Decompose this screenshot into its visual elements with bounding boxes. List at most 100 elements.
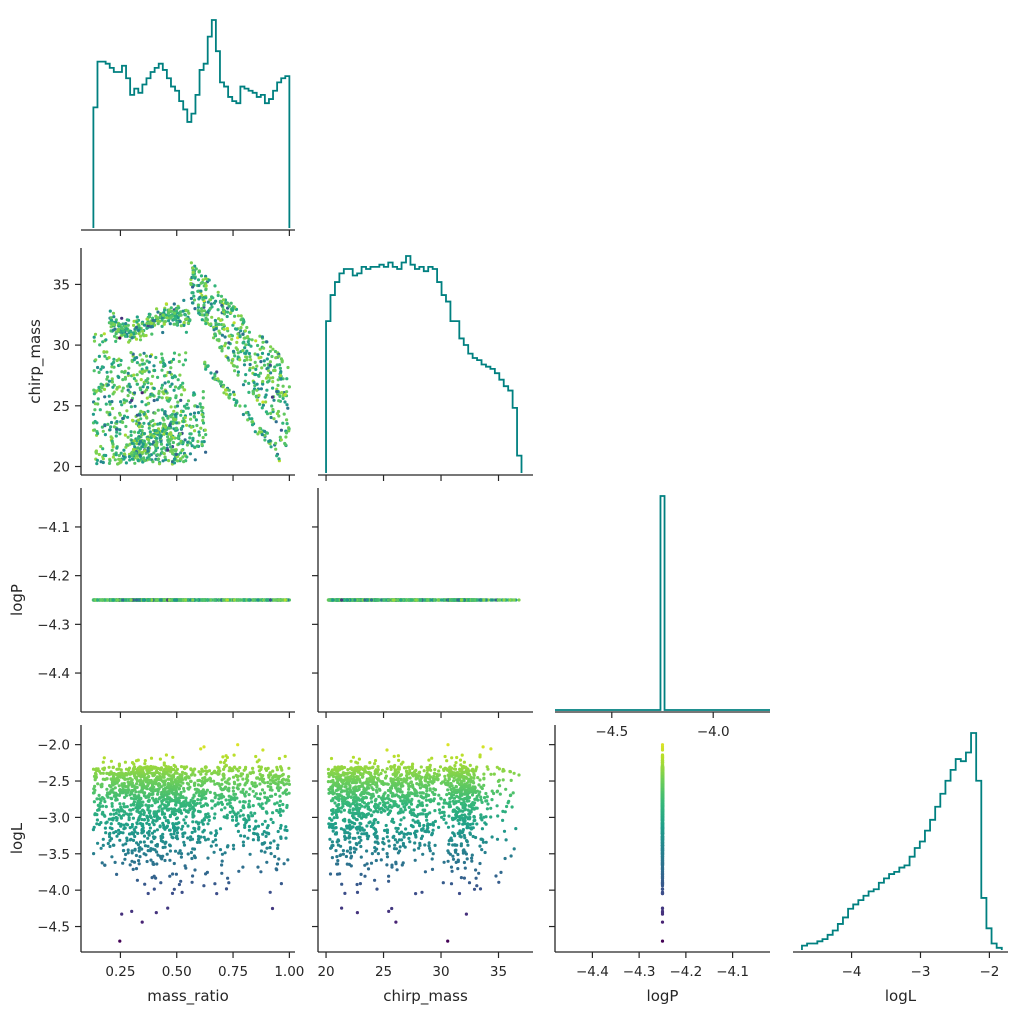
scatter-point [185,455,189,459]
scatter-point [115,358,119,363]
scatter-point [265,388,269,392]
scatter-point [250,423,255,427]
scatter-point [126,435,130,439]
scatter-points [326,598,521,602]
scatter-point [245,325,249,330]
scatter-point [171,422,175,426]
scatter-point [270,395,275,399]
scatter-point [174,452,178,456]
scatter-point [178,310,183,314]
scatter-point [129,351,133,355]
scatter-point [168,423,172,427]
scatter-point [282,412,286,416]
scatter-point [115,598,119,602]
scatter-point [169,306,173,310]
scatter-point [139,378,143,382]
scatter-point [135,320,139,324]
scatter-point [122,401,126,405]
scatter-point [137,421,141,425]
scatter-point [116,327,120,332]
scatter-point [266,352,271,356]
scatter-point [163,363,167,368]
scatter-point [159,434,163,438]
scatter-point [122,457,126,461]
scatter-point [198,801,202,805]
scatter-point [178,320,182,324]
scatter-point [204,284,208,288]
scatter-point [171,357,176,361]
histogram-logP [555,495,770,711]
scatter-point [135,382,139,386]
scatter-point [171,440,175,445]
scatter-point [176,400,180,404]
scatter-point [261,748,265,752]
scatter-point [211,296,215,300]
scatter-point [103,598,107,602]
scatter-point [118,336,122,340]
scatter-point [166,435,170,439]
scatter-point [125,409,129,413]
scatter-point [261,379,265,384]
y-tick-label: 35 [53,277,70,293]
scatter-point [106,383,110,387]
scatter-point [126,323,130,327]
scatter-point [136,418,140,422]
scatter-point [156,310,160,314]
scatter-point [145,326,149,330]
scatter-point [204,433,208,437]
scatter-point [267,379,271,383]
scatter-point [147,598,151,602]
scatter-point [159,442,164,446]
scatter-point [142,456,146,460]
scatter-point [119,358,123,363]
scatter-point [287,427,291,431]
x-tick-label: −4.0 [697,724,730,740]
scatter-point [241,843,246,848]
scatter-point [182,320,186,325]
scatter-point [110,855,114,859]
scatter-point [169,405,173,409]
scatter-point [224,388,228,392]
scatter-point [182,298,186,302]
scatter-point [197,433,201,437]
scatter-point [177,359,181,364]
scatter-point [203,428,207,432]
scatter-point [263,429,267,433]
scatter-point [285,377,289,381]
scatter-point [278,363,282,367]
scatter-point [273,368,277,373]
scatter-point [185,423,189,427]
scatter-point [112,360,116,364]
scatter-point [239,598,243,602]
scatter-point [239,326,243,330]
scatter-point [271,386,275,390]
scatter-point [496,598,500,602]
scatter-point [163,410,167,414]
scatter-point [217,338,221,342]
scatter-point [99,382,103,386]
scatter-point [114,339,118,343]
scatter-point [148,430,152,434]
scatter-point [196,308,200,313]
scatter-point [110,439,114,443]
scatter-point [129,796,133,800]
scatter-point [283,441,287,446]
scatter-point [126,415,130,419]
scatter-point [187,319,192,323]
scatter-point [99,444,103,449]
scatter-point [145,359,149,363]
scatter-point [106,422,110,426]
scatter-point [170,309,174,313]
scatter-point [249,344,253,348]
scatter-point [179,457,183,461]
scatter-point [105,350,109,354]
scatter-point [235,340,239,344]
scatter-point [149,325,153,329]
scatter-point [219,382,223,386]
scatter-point [236,314,240,318]
scatter-point [190,301,195,305]
scatter-point [166,448,170,452]
scatter-point [185,443,189,447]
scatter-point [508,598,512,602]
